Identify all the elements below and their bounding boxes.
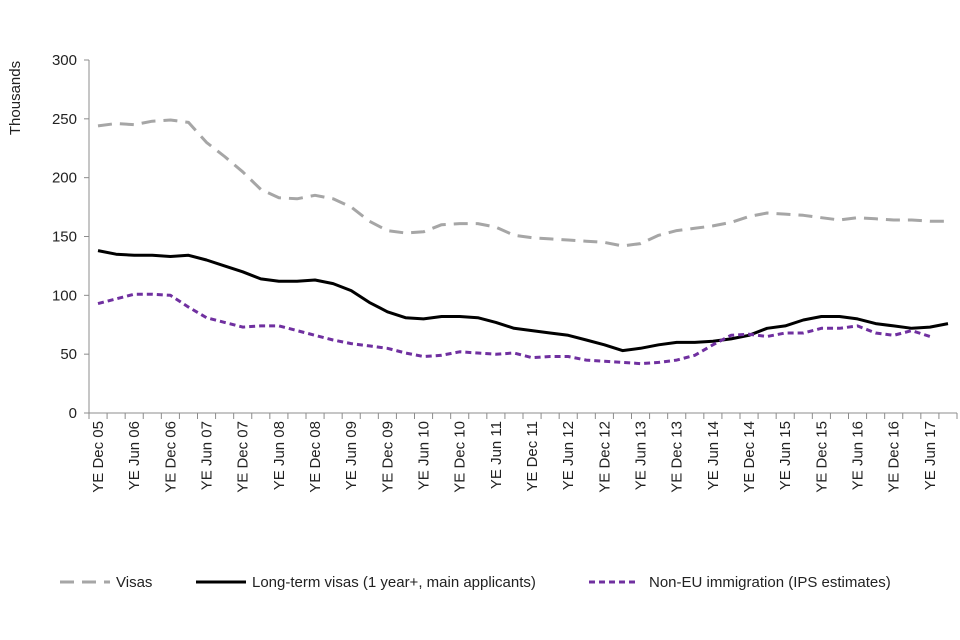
x-tick-label: YE Dec 14: [741, 421, 758, 493]
x-tick-label: YE Jun 10: [416, 421, 433, 490]
x-tick-label: YE Dec 10: [452, 421, 469, 493]
x-tick-label: YE Jun 08: [271, 421, 288, 490]
series-line-2: [97, 249, 949, 353]
series-line-1: [97, 118, 948, 248]
x-tick-label: YE Jun 09: [343, 421, 360, 490]
x-tick-label: YE Jun 11: [488, 421, 505, 489]
y-tick-label: 50: [60, 346, 77, 363]
x-tick-label: YE Dec 12: [596, 421, 613, 493]
y-axis-title: Thousands: [7, 61, 24, 135]
y-tick-label: 200: [52, 170, 77, 187]
legend-label-2: Long-term visas (1 year+, main applicant…: [252, 574, 536, 591]
x-tick-label: YE Dec 05: [90, 421, 107, 493]
x-tick-label: YE Dec 07: [235, 421, 252, 493]
x-tick-label: YE Dec 08: [307, 421, 324, 493]
x-tick-label: YE Jun 16: [850, 421, 867, 490]
legend-label-3: Non-EU immigration (IPS estimates): [649, 574, 891, 591]
x-tick-label: YE Jun 17: [922, 421, 939, 490]
x-tick-label: YE Dec 11: [524, 421, 541, 492]
x-tick-label: YE Dec 13: [669, 421, 686, 493]
y-tick-label: 0: [69, 405, 77, 422]
x-tick-label: YE Jun 14: [705, 421, 722, 490]
x-tick-label: YE Dec 16: [886, 421, 903, 493]
legend-label-1: Visas: [116, 574, 152, 591]
x-tick-label: YE Jun 13: [633, 421, 650, 490]
x-tick-label: YE Dec 09: [379, 421, 396, 493]
series-line-3: [97, 292, 931, 366]
x-tick-label: YE Jun 06: [126, 421, 143, 490]
series-lines: [97, 118, 949, 366]
x-tick-label: YE Jun 15: [777, 421, 794, 490]
y-tick-label: 100: [52, 287, 77, 304]
x-tick-label: YE Jun 07: [199, 421, 216, 490]
x-tick-label: YE Dec 06: [162, 421, 179, 493]
y-tick-label: 150: [52, 229, 77, 246]
axes: 0 50 100 150 200 250 300 Thousands YE Dec 05 YE J…: [7, 52, 958, 493]
y-tick-label: 300: [52, 52, 77, 69]
x-tick-label: YE Jun 12: [560, 421, 577, 490]
y-tick-label: 250: [52, 111, 77, 128]
legend: Visas Long-term visas (1 year+, main appl…: [60, 574, 891, 591]
x-tick-label: YE Dec 15: [813, 421, 830, 493]
